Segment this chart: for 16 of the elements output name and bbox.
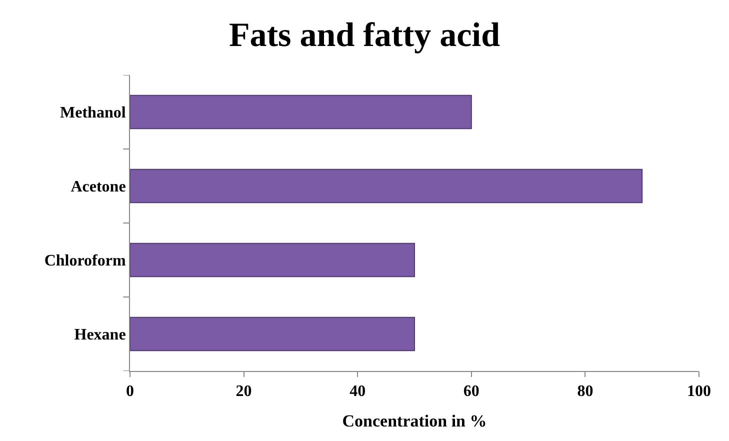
- x-tick-label: 60: [463, 383, 480, 400]
- bar: [130, 94, 472, 130]
- bar: [130, 242, 415, 278]
- y-tick-label: Methanol: [60, 104, 126, 122]
- x-tick-label: 80: [577, 383, 594, 400]
- y-tick-label: Acetone: [70, 178, 126, 196]
- chart-title: Fats and fatty acid: [228, 16, 500, 54]
- x-axis-title: Concentration in %: [342, 412, 487, 431]
- bar: [130, 316, 415, 352]
- x-tick-label: 100: [687, 383, 711, 400]
- x-tick-label: 40: [350, 383, 366, 400]
- y-tick-label: Chloroform: [44, 252, 126, 270]
- x-tick-label: 20: [236, 383, 252, 400]
- x-tick-label: 0: [126, 383, 134, 400]
- bar: [130, 168, 643, 204]
- y-tick-label: Hexane: [74, 326, 126, 344]
